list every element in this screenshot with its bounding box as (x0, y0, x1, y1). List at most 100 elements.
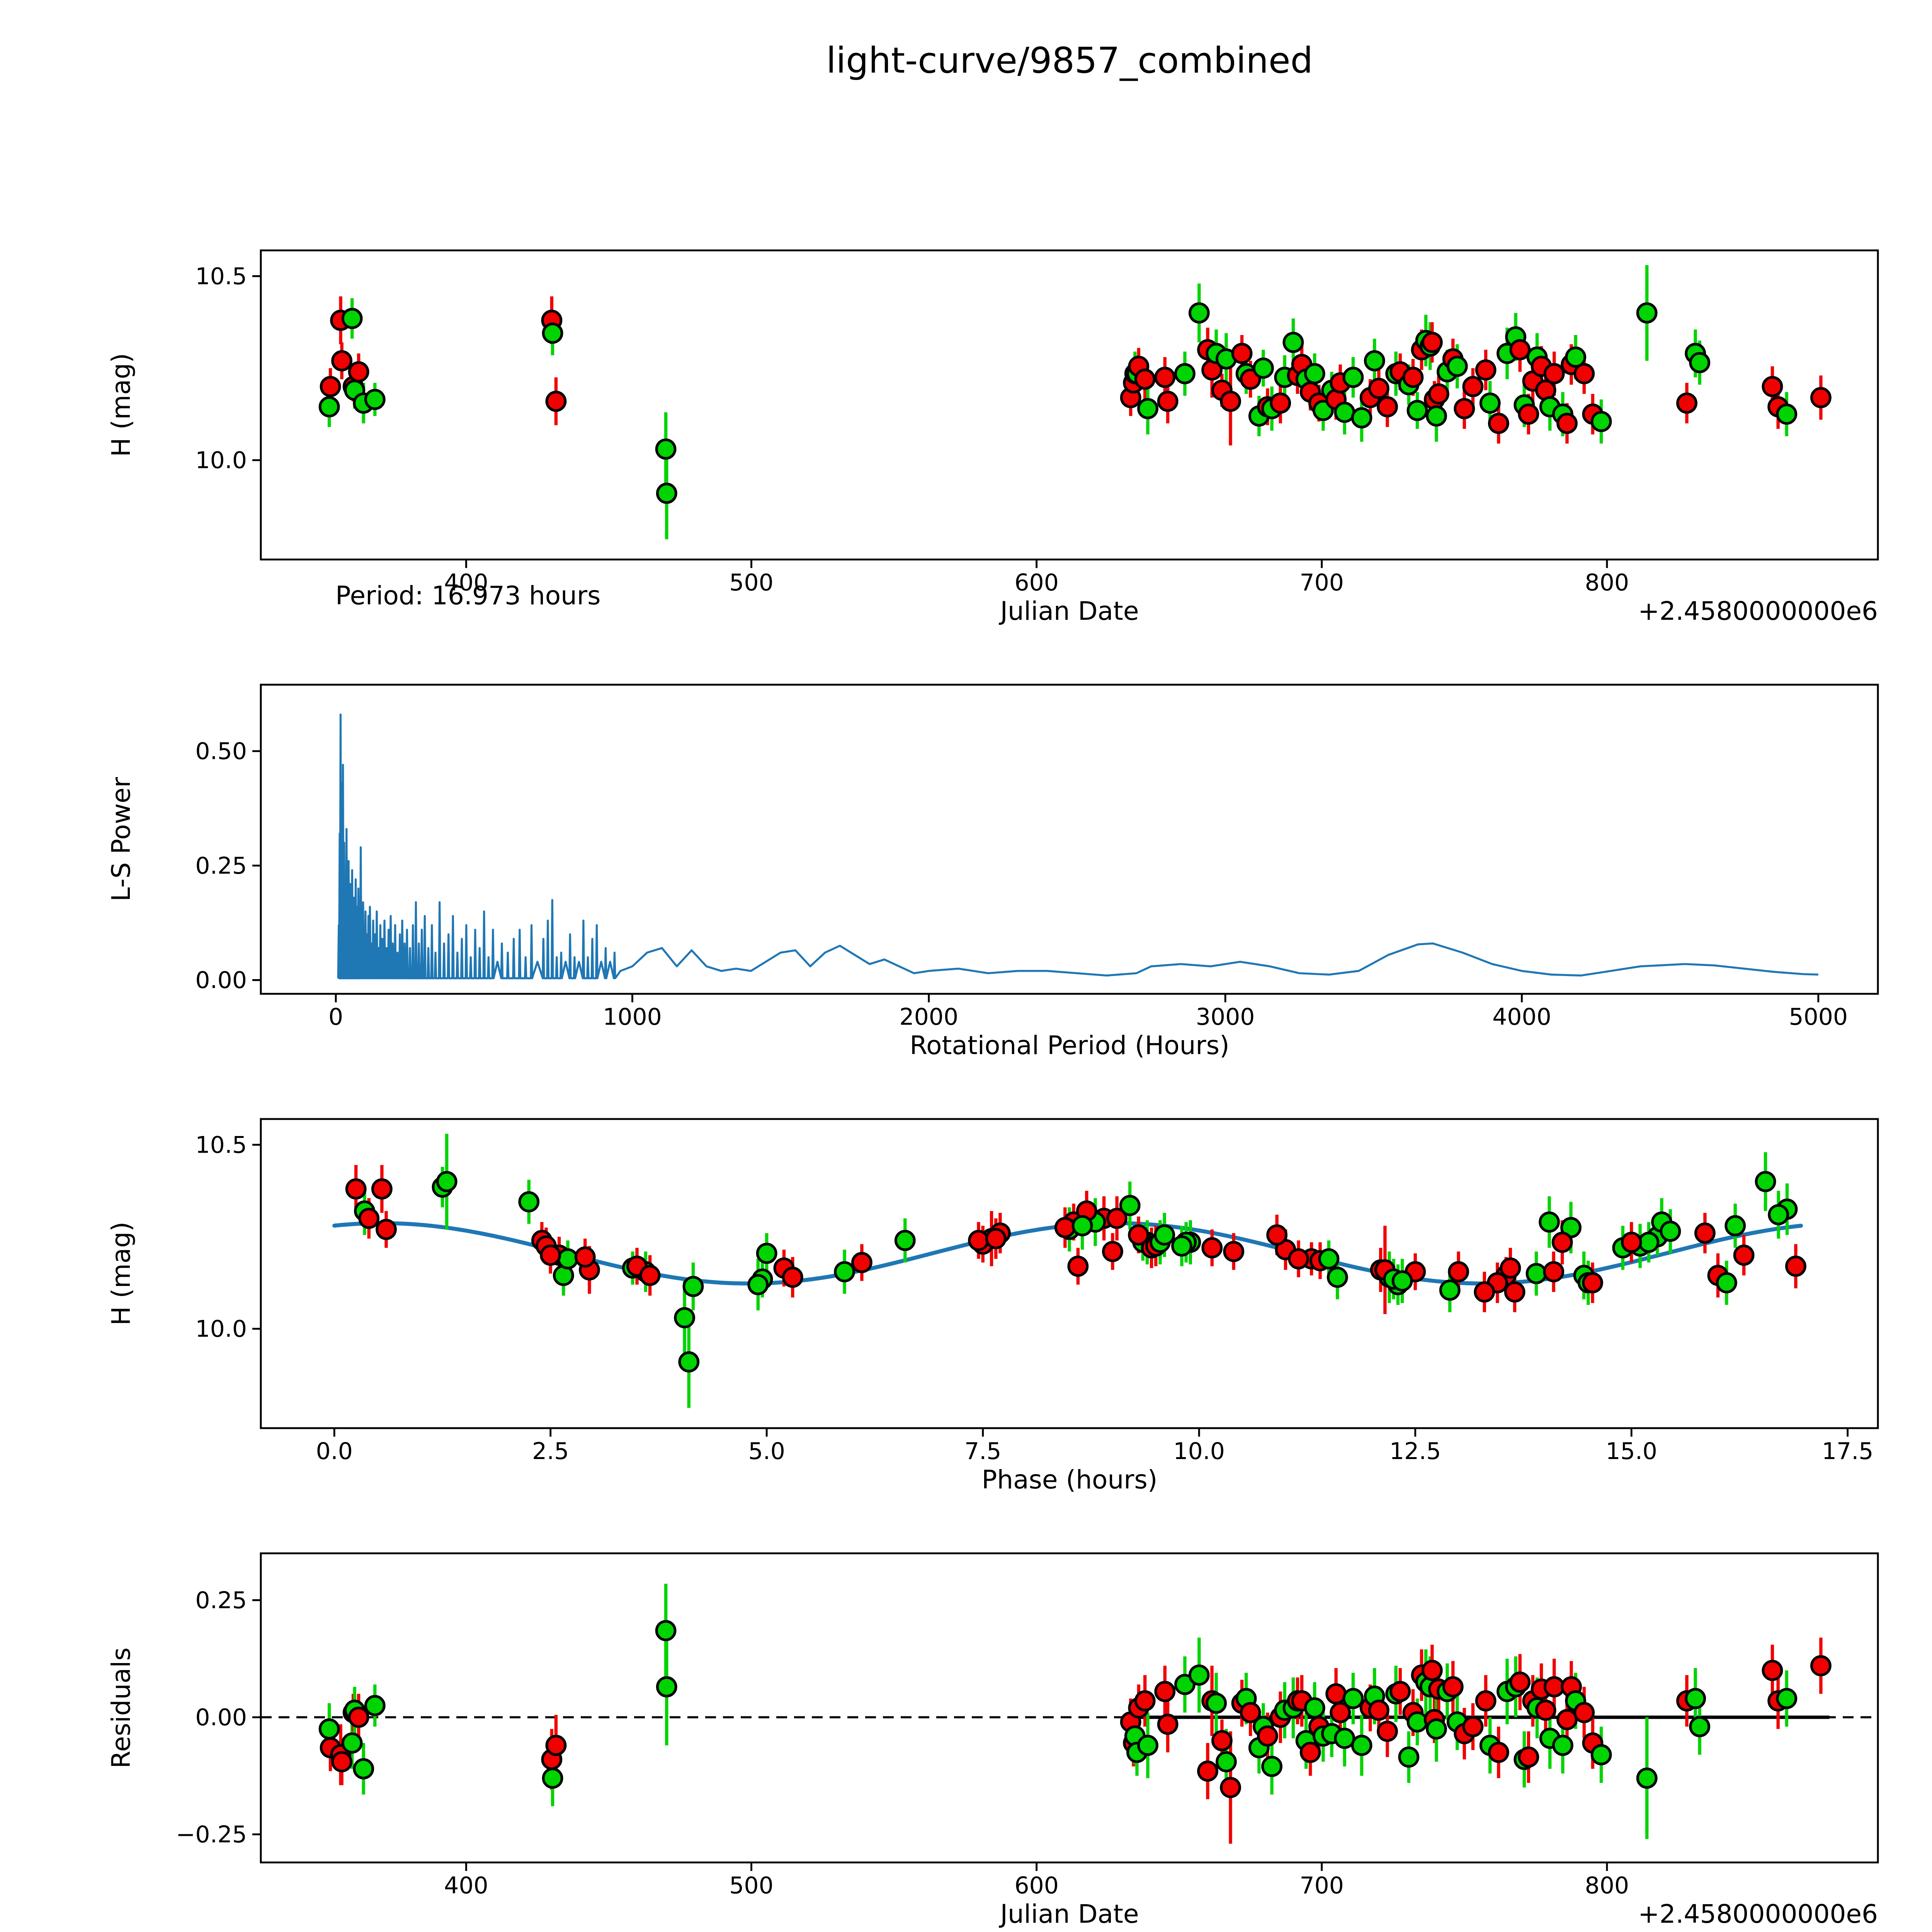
panel-ph-data-points (345, 1134, 1806, 1408)
data-point (656, 483, 677, 504)
y-tick-label: 10.5 (195, 263, 247, 290)
x-tick-label: 3000 (1196, 1003, 1255, 1031)
data-point (1462, 376, 1484, 397)
data-point (1590, 411, 1612, 432)
x-tick-label: 700 (1299, 569, 1344, 596)
x-tick-label: 4000 (1492, 1003, 1551, 1031)
data-point (1762, 376, 1783, 397)
data-point (1368, 1699, 1389, 1721)
data-point (1462, 1716, 1484, 1737)
data-point (1685, 1688, 1706, 1709)
data-point (545, 1735, 567, 1756)
x-tick-label: 400 (444, 569, 488, 596)
data-point (1475, 359, 1497, 381)
data-point (1439, 1279, 1461, 1301)
data-point (985, 1228, 1007, 1249)
data-point (1071, 1215, 1093, 1236)
data-point (1402, 367, 1424, 388)
data-point (1785, 1255, 1806, 1277)
data-point (1716, 1272, 1737, 1294)
data-point (1556, 413, 1578, 434)
data-point (851, 1252, 872, 1273)
data-point (1638, 1231, 1660, 1253)
data-point (574, 1246, 596, 1268)
data-point (341, 308, 363, 329)
data-point (1377, 396, 1398, 418)
data-point (1694, 1222, 1716, 1244)
data-point (1776, 1688, 1798, 1709)
y-tick-label: −0.25 (176, 1821, 247, 1848)
x-tick-label: 15.0 (1605, 1438, 1657, 1465)
data-point (1762, 1660, 1783, 1681)
x-tick-label: 5000 (1789, 1003, 1848, 1031)
pg-y-axis-label: L-S Power (106, 777, 136, 901)
data-point (345, 1178, 367, 1200)
data-point (1426, 405, 1447, 427)
data-point (1134, 1690, 1156, 1712)
data-point (1526, 1263, 1547, 1284)
data-point (1810, 387, 1832, 408)
x-tick-label: 800 (1585, 1872, 1629, 1899)
panel-pg-data (337, 713, 1818, 980)
data-point (364, 1695, 386, 1716)
x-tick-label: 2.5 (532, 1438, 569, 1465)
data-point (436, 1171, 457, 1192)
data-point (1220, 391, 1241, 412)
data-point (1174, 363, 1196, 384)
pg-x-axis-label: Rotational Period (Hours) (910, 1031, 1229, 1060)
data-point (1725, 1215, 1746, 1236)
data-point (1689, 352, 1711, 373)
data-point (358, 1208, 380, 1229)
data-point (656, 1676, 677, 1697)
data-point (1211, 1730, 1233, 1752)
panel-lc-data (318, 265, 1832, 539)
data-point (1488, 413, 1509, 434)
data-point (348, 1706, 369, 1728)
data-point (1479, 392, 1501, 414)
data-point (1636, 302, 1658, 324)
data-point (371, 1178, 393, 1200)
data-point (1474, 1281, 1495, 1303)
panel-res-data-points (318, 1583, 1832, 1844)
data-point (1442, 1676, 1464, 1697)
data-point (1253, 357, 1274, 379)
data-point (1327, 1267, 1348, 1288)
data-point (1054, 1217, 1076, 1238)
data-point (1768, 1204, 1789, 1226)
x-tick-label: 0.0 (316, 1438, 353, 1465)
data-point (540, 1244, 561, 1266)
data-point (1543, 1676, 1565, 1697)
x-tick-label: 400 (444, 1872, 488, 1899)
data-point (782, 1267, 803, 1288)
lc-y-axis-label: H (mag) (106, 353, 136, 457)
data-point (1551, 1231, 1573, 1253)
data-point (678, 1351, 700, 1372)
data-point (1543, 363, 1565, 384)
x-tick-label: 17.5 (1822, 1438, 1874, 1465)
data-point (1368, 378, 1389, 399)
data-point (318, 1718, 340, 1740)
data-point (1448, 1261, 1469, 1282)
figure-title: light-curve/9857_combined (826, 40, 1313, 81)
data-point (542, 322, 563, 344)
data-point (1582, 1272, 1603, 1294)
data-point (1733, 1244, 1755, 1266)
data-point (1330, 1702, 1351, 1723)
data-point (1573, 363, 1595, 384)
x-tick-label: 500 (729, 1872, 774, 1899)
data-point (1446, 355, 1468, 377)
data-point (1500, 1257, 1521, 1279)
data-point (1573, 1702, 1595, 1723)
data-point (1197, 1760, 1218, 1782)
data-point (331, 1751, 353, 1772)
data-point (1535, 1699, 1556, 1721)
data-point (1676, 392, 1697, 414)
data-point (1325, 1683, 1347, 1705)
res-x-axis-offset: +2.4580000000e6 (1638, 1899, 1878, 1929)
y-tick-label: 0.00 (195, 967, 247, 994)
data-point (1391, 1270, 1413, 1292)
data-point (1216, 1751, 1237, 1772)
